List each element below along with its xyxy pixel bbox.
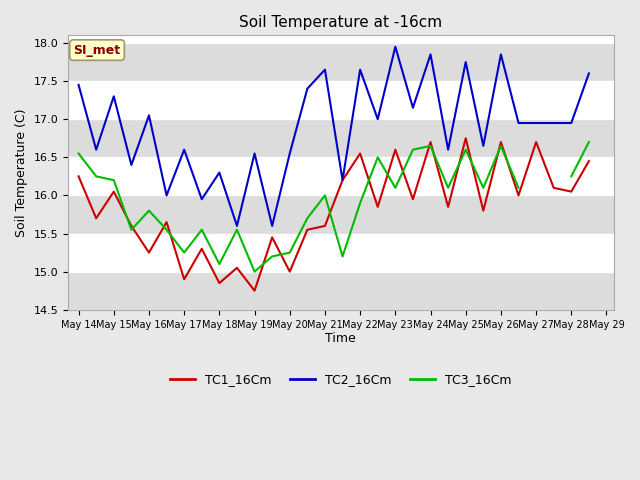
Legend: TC1_16Cm, TC2_16Cm, TC3_16Cm: TC1_16Cm, TC2_16Cm, TC3_16Cm	[164, 368, 516, 391]
Bar	[68, 195, 614, 234]
Y-axis label: Soil Temperature (C): Soil Temperature (C)	[15, 108, 28, 237]
Bar	[68, 119, 614, 157]
Text: SI_met: SI_met	[74, 44, 120, 57]
X-axis label: Time: Time	[325, 332, 356, 345]
Bar	[68, 43, 614, 81]
Title: Soil Temperature at -16cm: Soil Temperature at -16cm	[239, 15, 442, 30]
Bar	[68, 272, 614, 310]
